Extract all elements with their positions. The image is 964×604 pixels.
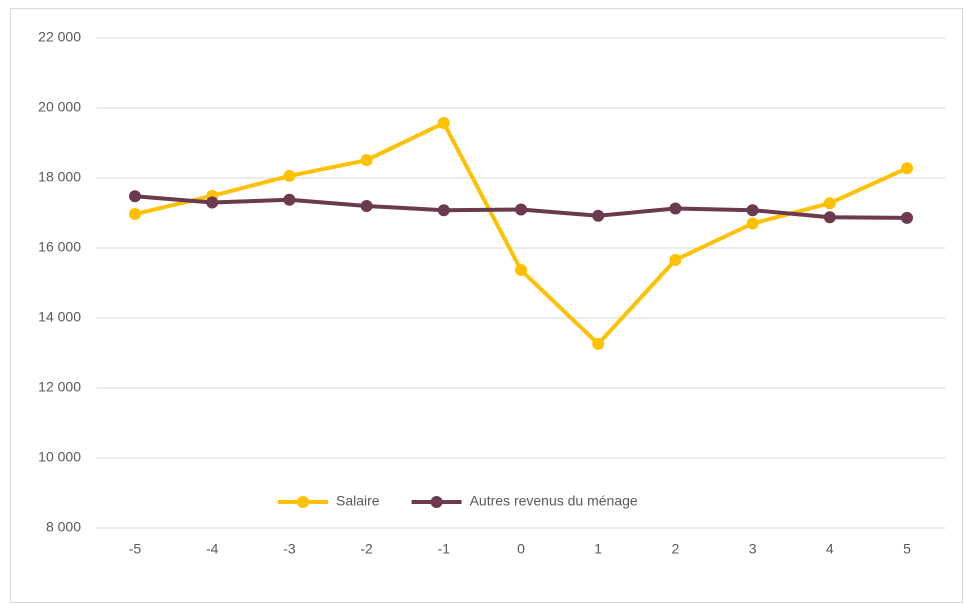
y-tick-label: 18 000 (38, 169, 81, 185)
x-tick-label: -2 (360, 541, 373, 557)
legend-label: Autres revenus du ménage (470, 493, 638, 509)
x-tick-label: 5 (903, 541, 911, 557)
data-point (823, 211, 836, 224)
data-point (746, 204, 759, 217)
x-tick-label: -5 (129, 541, 142, 557)
legend-marker (297, 496, 309, 508)
legend-label: Salaire (336, 493, 380, 509)
data-point (437, 117, 450, 130)
y-tick-label: 22 000 (38, 29, 81, 45)
data-point (592, 209, 605, 222)
data-point (129, 190, 141, 203)
data-point (823, 197, 836, 210)
data-point (129, 208, 141, 221)
x-tick-label: 0 (517, 541, 525, 557)
data-point (515, 203, 527, 216)
x-tick-label: -4 (206, 541, 219, 557)
x-tick-label: -3 (283, 541, 296, 557)
y-tick-label: 16 000 (38, 239, 81, 255)
chart-frame (10, 8, 963, 603)
data-point (360, 154, 373, 167)
data-point (360, 200, 373, 212)
legend-marker (430, 496, 443, 508)
x-tick-label: 3 (749, 541, 757, 557)
y-tick-label: 8 000 (46, 519, 81, 535)
data-point (901, 162, 913, 175)
data-point (283, 193, 296, 206)
data-point (669, 202, 682, 215)
y-tick-label: 12 000 (38, 379, 81, 395)
data-point (283, 169, 296, 182)
x-tick-label: 2 (672, 541, 680, 557)
y-tick-label: 20 000 (38, 99, 81, 115)
data-point (746, 217, 759, 230)
x-tick-label: 1 (594, 541, 602, 557)
data-point (206, 196, 219, 209)
x-tick-label: 4 (826, 541, 834, 557)
data-point (437, 204, 450, 217)
data-point (515, 264, 527, 277)
data-point (901, 211, 913, 224)
data-point (592, 337, 605, 350)
y-tick-label: 14 000 (38, 309, 81, 325)
y-tick-label: 10 000 (38, 449, 81, 465)
data-point (669, 253, 682, 266)
x-tick-label: -1 (438, 541, 451, 557)
